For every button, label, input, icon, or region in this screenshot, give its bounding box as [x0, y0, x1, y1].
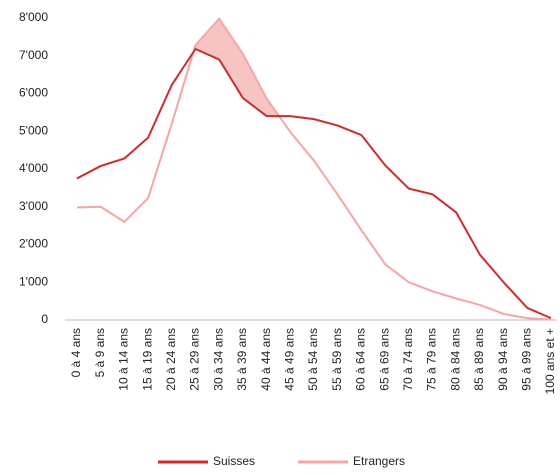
x-tick-label: 5 à 9 ans — [93, 328, 107, 377]
gap-area — [218, 17, 244, 99]
x-tick-label: 90 à 94 ans — [496, 328, 510, 391]
y-tick-label: 5'000 — [19, 123, 48, 137]
x-tick-label: 15 à 19 ans — [140, 328, 154, 391]
x-tick-label: 85 à 89 ans — [472, 328, 486, 391]
x-tick-label: 50 à 54 ans — [306, 328, 320, 391]
x-tick-label: 40 à 44 ans — [259, 328, 273, 391]
x-tick-label: 95 à 99 ans — [519, 328, 533, 391]
legend-label: Etrangers — [353, 454, 405, 468]
y-tick-label: 0 — [41, 312, 48, 326]
series-line — [76, 47, 552, 320]
x-tick-label: 55 à 59 ans — [330, 328, 344, 391]
y-tick-label: 6'000 — [19, 86, 48, 100]
x-tick-label: 30 à 34 ans — [211, 328, 225, 391]
x-tick-label: 100 ans et + — [543, 328, 557, 394]
x-tick-label: 25 à 29 ans — [188, 328, 202, 391]
x-tick-label: 65 à 69 ans — [377, 328, 391, 391]
y-tick-label: 1'000 — [19, 274, 48, 288]
x-tick-label: 75 à 79 ans — [425, 328, 439, 391]
y-tick-label: 2'000 — [19, 237, 48, 251]
x-tick-label: 20 à 24 ans — [164, 328, 178, 391]
y-tick-label: 7'000 — [19, 48, 48, 62]
y-tick-label: 4'000 — [19, 161, 48, 175]
x-tick-label: 60 à 64 ans — [354, 328, 368, 391]
x-tick-label: 45 à 49 ans — [282, 328, 296, 391]
x-tick-label: 80 à 84 ans — [448, 328, 462, 391]
x-tick-label: 35 à 39 ans — [235, 328, 249, 391]
x-tick-label: 10 à 14 ans — [117, 328, 131, 391]
y-tick-label: 8'000 — [19, 10, 48, 24]
x-tick-label: 0 à 4 ans — [69, 328, 83, 377]
y-tick-label: 3'000 — [19, 199, 48, 213]
x-tick-label: 70 à 74 ans — [401, 328, 415, 391]
legend-label: Suisses — [213, 454, 255, 468]
series-line — [76, 17, 552, 321]
